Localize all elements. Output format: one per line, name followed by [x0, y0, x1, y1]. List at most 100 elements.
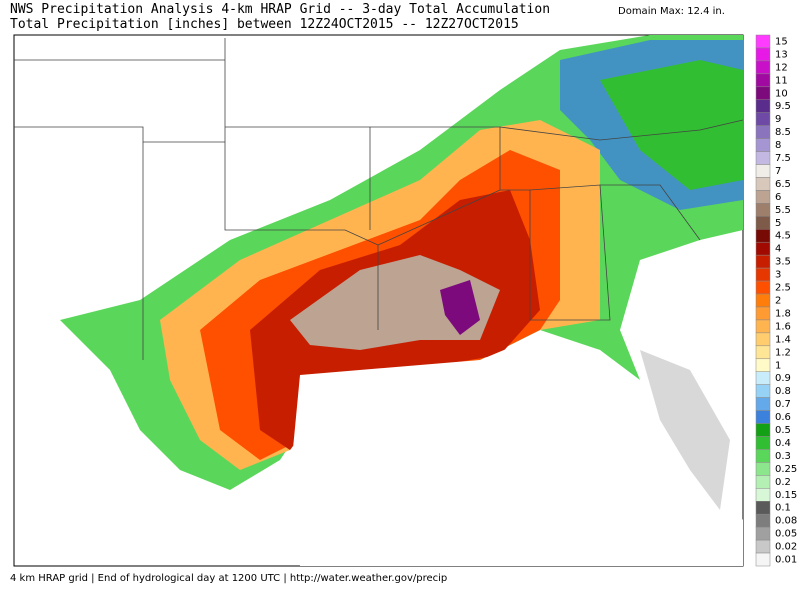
precip-field [60, 35, 743, 566]
legend-label: 8.5 [775, 127, 791, 138]
legend-swatch [755, 190, 771, 204]
legend-label: 1 [775, 360, 781, 371]
legend-label: 1.4 [775, 334, 791, 345]
west-borders [14, 38, 226, 360]
legend-label: 9 [775, 114, 781, 125]
legend-swatch [755, 164, 771, 178]
east-borders [499, 119, 744, 241]
legend-swatch [755, 345, 771, 360]
legend-label: 0.6 [775, 412, 791, 423]
legend-label: 0.9 [775, 373, 791, 384]
legend-label: 0.2 [775, 477, 791, 488]
legend: 15131211109.598.587.576.565.554.543.532.… [755, 34, 797, 567]
legend-swatch [755, 475, 771, 489]
legend-swatch [755, 436, 771, 450]
legend-label: 4.5 [775, 231, 791, 242]
legend-label: 7.5 [775, 153, 791, 164]
legend-label: 0.5 [775, 425, 791, 436]
legend-swatch [755, 358, 771, 372]
legend-label: 13 [775, 49, 788, 60]
legend-label: 0.08 [775, 516, 797, 527]
legend-swatch [755, 500, 771, 515]
florida [640, 350, 730, 510]
legend-label: 1.2 [775, 347, 791, 358]
legend-label: 0.25 [775, 464, 797, 475]
field-green [600, 60, 743, 190]
legend-label: 7 [775, 166, 781, 177]
legend-label: 0.3 [775, 451, 791, 462]
legend-swatch [755, 319, 771, 334]
subtitle: Total Precipitation [inches] between 12Z… [10, 17, 519, 32]
legend-label: 4 [775, 244, 781, 255]
south-borders [500, 184, 611, 321]
legend-swatch [755, 423, 771, 437]
legend-label: 5 [775, 218, 781, 229]
domain-max: Domain Max: 12.4 in. [618, 6, 725, 17]
legend-label: 0.7 [775, 399, 791, 410]
legend-swatch [755, 229, 771, 243]
legend-swatch [755, 410, 771, 424]
legend-swatch [755, 552, 771, 567]
texas-border [14, 126, 379, 330]
legend-swatch [755, 60, 771, 75]
legend-label: 3.5 [775, 257, 791, 268]
legend-label: 0.15 [775, 490, 797, 501]
legend-label: 8 [775, 140, 781, 151]
legend-swatch [755, 462, 771, 476]
legend-label: 15 [775, 36, 788, 47]
legend-label: 6 [775, 192, 781, 203]
legend-swatch [755, 203, 771, 217]
legend-swatch [755, 151, 771, 165]
legend-swatch [755, 47, 771, 62]
field-max [440, 280, 480, 335]
legend-swatch [755, 241, 771, 256]
field-brown [290, 255, 500, 350]
legend-label: 0.8 [775, 386, 791, 397]
state-lines [14, 38, 744, 360]
legend-swatch [755, 332, 771, 347]
legend-swatch [755, 99, 771, 113]
legend-swatch [755, 34, 771, 49]
legend-swatch [755, 73, 771, 88]
legend-swatch [755, 267, 771, 282]
footer: 4 km HRAP grid | End of hydrological day… [10, 573, 448, 584]
legend-swatch [755, 86, 771, 101]
legend-swatch [755, 513, 771, 528]
legend-label: 10 [775, 88, 788, 99]
legend-swatch [755, 177, 771, 191]
title: NWS Precipitation Analysis 4-km HRAP Gri… [10, 2, 551, 17]
legend-label: 6.5 [775, 179, 791, 190]
legend-label: 1.6 [775, 321, 791, 332]
legend-swatch [755, 254, 771, 269]
legend-swatch [755, 112, 771, 126]
legend-label: 0.05 [775, 529, 797, 540]
legend-swatch [755, 293, 771, 308]
legend-swatch [755, 526, 771, 541]
legend-swatch [755, 280, 771, 295]
legend-label: 0.01 [775, 555, 797, 566]
legend-swatch [755, 138, 771, 152]
legend-label: 0.4 [775, 438, 791, 449]
legend-label: 0.1 [775, 503, 791, 514]
legend-swatch [755, 371, 771, 385]
central-borders [225, 126, 501, 246]
gulf [290, 335, 743, 566]
legend-swatch [755, 306, 771, 321]
legend-label: 1.8 [775, 308, 791, 319]
legend-swatch [755, 449, 771, 463]
legend-label: 12 [775, 62, 788, 73]
legend-swatch [755, 539, 771, 554]
legend-swatch [755, 216, 771, 230]
legend-label: 5.5 [775, 205, 791, 216]
legend-label: 9.5 [775, 101, 791, 112]
legend-swatch [755, 488, 771, 502]
legend-label: 3 [775, 270, 781, 281]
legend-label: 2.5 [775, 283, 791, 294]
legend-label: 0.02 [775, 542, 797, 553]
legend-label: 2 [775, 296, 781, 307]
legend-label: 11 [775, 75, 788, 86]
legend-swatch [755, 384, 771, 398]
legend-swatch [755, 125, 771, 139]
